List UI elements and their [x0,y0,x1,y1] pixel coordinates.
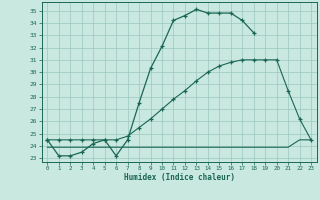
X-axis label: Humidex (Indice chaleur): Humidex (Indice chaleur) [124,173,235,182]
